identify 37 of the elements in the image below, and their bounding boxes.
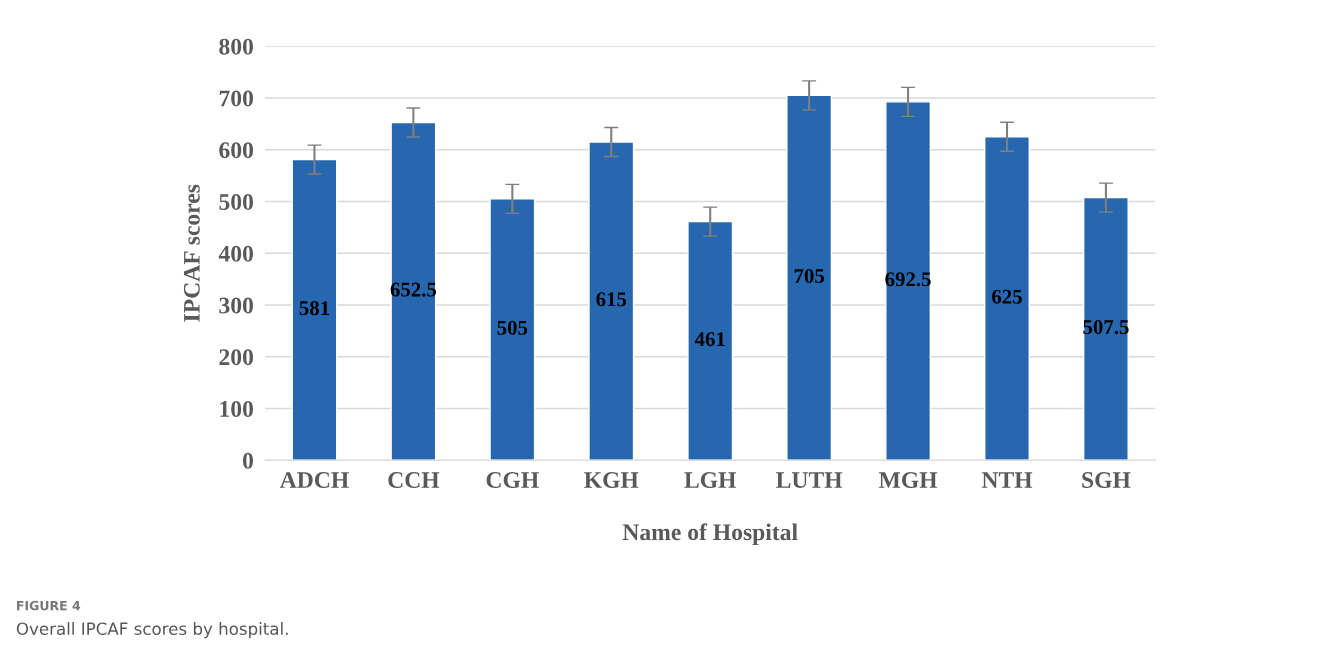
- caption: FIGURE 4: [17, 600, 81, 611]
- bar: [489, 198, 536, 461]
- text: Overall IPCAF scores by hospital.: [16, 622, 288, 639]
- y-tick-label: 700: [219, 90, 253, 107]
- data-label: 581: [299, 301, 330, 316]
- data-label: 505: [497, 320, 528, 335]
- x-tick-label: MGH: [878, 472, 938, 488]
- x-tick-label: KGH: [584, 472, 639, 488]
- y-tick-label: 300: [219, 297, 253, 314]
- bar: [885, 101, 932, 461]
- y-tick-label: 600: [219, 142, 253, 159]
- bar: [588, 141, 635, 461]
- bar: [1082, 196, 1129, 461]
- data-label: 461: [694, 332, 725, 347]
- x-tick-label: CGH: [486, 472, 539, 488]
- x-tick-label: LGH: [684, 472, 737, 488]
- y-tick-label: 400: [218, 245, 253, 262]
- bar: [291, 158, 338, 461]
- y-tick-label: 0: [242, 452, 253, 469]
- bar: [390, 121, 437, 461]
- bar: [687, 220, 734, 461]
- data-label: 705: [794, 268, 824, 284]
- x-axis-title: Name of Hospital: [622, 523, 798, 545]
- bar: [786, 94, 833, 461]
- data-label: 625: [992, 289, 1022, 304]
- y-tick-label: 500: [219, 193, 253, 210]
- y-tick-label: 200: [219, 349, 253, 366]
- x-tick-label: LUTH: [776, 472, 843, 488]
- y-axis-title: IPCAF scores: [183, 184, 200, 322]
- y-tick-label: 100: [220, 400, 253, 417]
- x-tick-label: ADCH: [279, 472, 349, 488]
- x-tick-label: NTH: [981, 472, 1033, 488]
- y-tick-label: 800: [219, 38, 253, 55]
- x-tick-label: CCH: [388, 472, 440, 488]
- x-tick-label: SGH: [1082, 472, 1131, 488]
- data-label: 615: [596, 292, 627, 307]
- bar: [984, 136, 1030, 461]
